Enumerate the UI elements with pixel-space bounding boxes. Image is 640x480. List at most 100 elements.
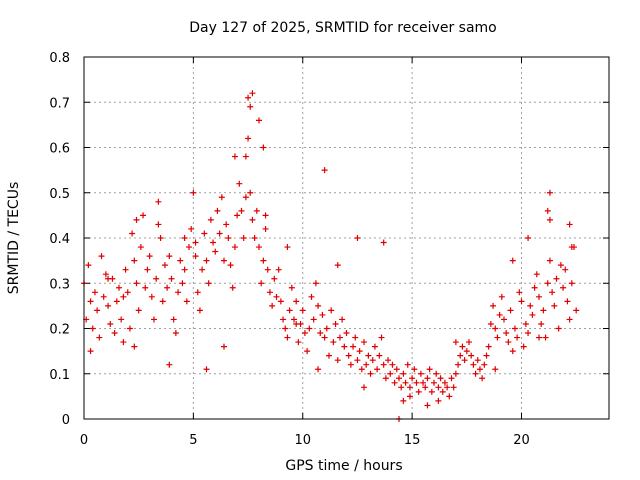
data-point	[126, 325, 133, 332]
data-point	[286, 307, 293, 314]
data-points	[81, 90, 580, 422]
data-point	[501, 316, 507, 323]
data-point	[181, 235, 188, 241]
data-point	[153, 275, 160, 282]
data-point	[284, 244, 291, 251]
data-point	[321, 334, 328, 341]
x-tick-label: 15	[404, 433, 421, 448]
data-point	[275, 266, 282, 273]
data-point	[105, 302, 112, 309]
data-point	[455, 361, 462, 368]
data-point	[459, 343, 466, 350]
data-point	[507, 307, 514, 314]
data-point	[277, 298, 284, 305]
y-tick-labels: 0 0.1 0.2 0.3 0.4 0.5 0.6 0.7 0.8	[49, 51, 70, 428]
data-point	[229, 284, 236, 291]
data-point	[406, 393, 413, 400]
data-point	[304, 348, 311, 355]
data-point	[525, 330, 532, 337]
data-point	[494, 334, 501, 341]
data-point	[282, 325, 289, 332]
chart-title: Day 127 of 2025, SRMTID for receiver sam…	[189, 20, 497, 36]
y-axis-label: SRMTID / TECUs	[6, 182, 22, 295]
data-point	[498, 293, 505, 300]
data-point	[280, 316, 287, 323]
data-point	[264, 266, 271, 273]
data-point	[168, 275, 175, 282]
data-point	[361, 339, 367, 346]
data-point	[183, 298, 190, 305]
data-point	[358, 366, 365, 373]
chart-grid	[84, 57, 609, 419]
data-point	[221, 257, 227, 264]
data-point	[516, 289, 523, 296]
data-point	[190, 189, 197, 196]
data-point	[468, 352, 475, 359]
data-point	[551, 302, 558, 309]
data-point	[135, 307, 142, 314]
data-point	[400, 370, 407, 377]
y-tick-label: 0.4	[49, 232, 70, 247]
data-point	[146, 253, 153, 260]
data-point	[404, 361, 411, 368]
data-point	[203, 366, 210, 373]
data-point	[564, 298, 571, 305]
data-point	[544, 207, 551, 214]
data-point	[481, 361, 488, 368]
y-tick-label: 0.3	[49, 277, 70, 292]
data-point	[94, 307, 101, 314]
data-point	[319, 311, 326, 318]
data-point	[323, 325, 330, 332]
data-point	[107, 320, 114, 327]
data-point	[144, 266, 151, 273]
data-point	[361, 384, 367, 391]
data-point	[159, 298, 166, 305]
data-point	[100, 293, 107, 300]
data-point	[406, 384, 413, 391]
data-point	[164, 284, 171, 291]
data-point	[98, 253, 105, 260]
data-point	[299, 307, 306, 314]
data-point	[509, 257, 516, 264]
data-point	[343, 330, 350, 337]
data-point	[201, 230, 208, 237]
data-point	[529, 311, 536, 318]
data-point	[227, 262, 234, 269]
data-point	[157, 235, 164, 241]
data-point	[172, 330, 179, 337]
data-point	[89, 325, 96, 332]
x-tick-label: 20	[513, 433, 530, 448]
data-point	[258, 280, 265, 287]
data-point	[463, 348, 470, 355]
data-point	[452, 370, 459, 377]
data-point	[225, 235, 232, 241]
data-point	[380, 239, 387, 246]
data-point	[398, 384, 405, 391]
data-point	[452, 339, 459, 346]
data-point	[376, 352, 383, 359]
data-point	[249, 216, 256, 223]
data-point	[415, 388, 422, 395]
data-point	[472, 370, 479, 377]
data-point	[450, 384, 457, 391]
data-point	[553, 275, 560, 282]
data-point	[256, 244, 262, 251]
data-point	[328, 307, 335, 314]
data-point	[249, 90, 256, 97]
y-tick-label: 0.8	[49, 51, 70, 66]
x-axis-label: GPS time / hours	[285, 458, 402, 474]
data-point	[428, 388, 435, 395]
data-point	[354, 235, 361, 241]
data-point	[122, 266, 129, 273]
data-point	[155, 221, 162, 228]
data-point	[387, 370, 394, 377]
data-point	[137, 244, 144, 251]
data-point	[385, 357, 392, 364]
data-point	[111, 330, 118, 337]
data-point	[363, 361, 370, 368]
data-point	[389, 361, 396, 368]
data-point	[133, 216, 140, 223]
data-point	[148, 293, 155, 300]
data-point	[231, 244, 238, 251]
data-point	[253, 207, 260, 214]
